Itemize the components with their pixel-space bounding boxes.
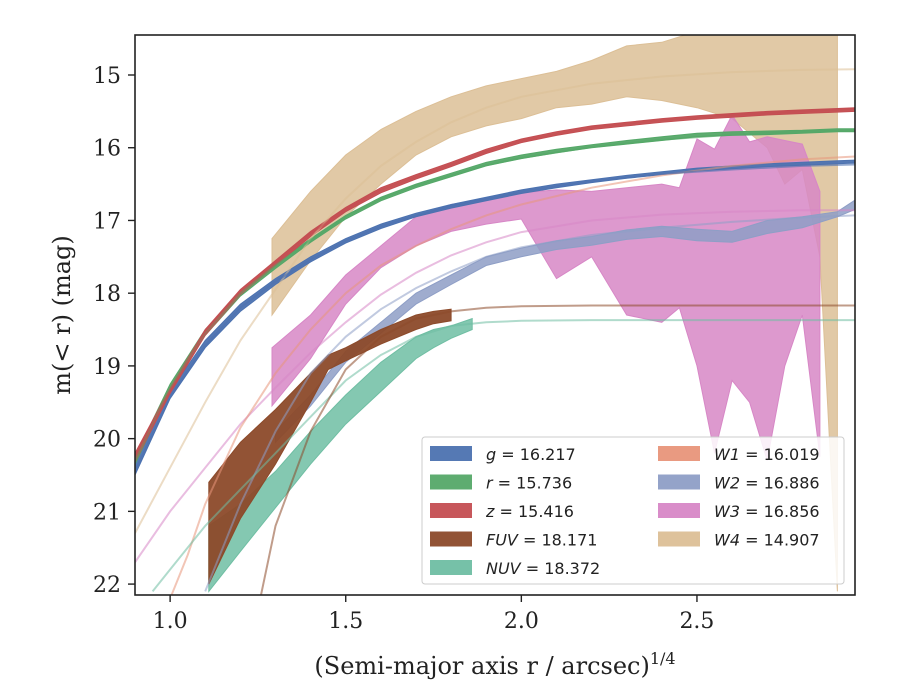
x-tick-label: 2.0: [504, 609, 539, 634]
y-tick-label: 22: [93, 573, 121, 598]
y-axis-ticks: 15 16 17 18 19 20 21 22: [93, 64, 135, 598]
r-band: [135, 128, 855, 465]
legend: g = 16.217 r = 15.736 z = 15.416 FUV = 18.1…: [421, 436, 845, 585]
w3-model-curve: [135, 209, 855, 563]
nuv-band: [208, 317, 473, 593]
z-band: [135, 107, 855, 463]
x-axis-label-superscript: 1/4: [650, 649, 676, 668]
legend-label-r: r = 15.736: [486, 474, 572, 493]
legend-swatch-r: [430, 474, 472, 490]
y-tick-label: 15: [93, 64, 121, 89]
legend-swatch-fuv: [430, 531, 472, 547]
legend-frame: [421, 436, 845, 585]
legend-swatch-g: [430, 446, 472, 461]
x-tick-label: 1.5: [328, 609, 363, 634]
y-tick-label: 18: [93, 282, 121, 307]
legend-swatch-w1: [658, 446, 700, 461]
y-tick-label: 17: [93, 209, 121, 234]
legend-label-nuv: NUV = 18.372: [486, 559, 600, 578]
z-model-curve: [135, 108, 855, 458]
x-axis-label: (Semi-major axis r / arcsec)1/4: [314, 649, 675, 680]
g-band: [135, 159, 855, 476]
legend-label-fuv: FUV = 18.171: [486, 531, 597, 550]
w2-model-curve: [204, 214, 855, 592]
x-axis-ticks: 1.0 1.5 2.0 2.5: [153, 595, 714, 634]
y-tick-label: 21: [93, 500, 121, 525]
model-curves: [135, 68, 855, 595]
w2-band: [275, 199, 855, 444]
legend-swatch-w2: [658, 474, 700, 490]
legend-label-w1: W1 = 16.019: [714, 445, 820, 464]
w4-band: [271, 35, 838, 592]
plot-frame: [134, 34, 856, 596]
x-tick-label: 2.5: [679, 609, 714, 634]
fuv-model-curve: [259, 304, 855, 595]
legend-label-w3: W3 = 16.856: [714, 502, 820, 521]
y-tick-label: 19: [93, 355, 121, 380]
legend-swatch-z: [430, 503, 472, 518]
y-tick-label: 16: [93, 137, 121, 162]
nuv-model-curve: [151, 319, 855, 593]
w4-model-curve: [135, 68, 855, 534]
legend-swatch-w4: [658, 531, 700, 547]
plot-area: [135, 35, 855, 595]
legend-label-w4: W4 = 14.907: [714, 531, 820, 550]
legend-swatch-nuv: [430, 560, 472, 575]
fuv-band: [208, 308, 452, 585]
legend-label-g: g = 16.217: [486, 445, 576, 464]
legend-label-w2: W2 = 16.886: [714, 474, 820, 493]
y-tick-label: 20: [93, 428, 121, 453]
legend-swatch-w3: [658, 503, 700, 518]
g-model-curve: [135, 163, 855, 472]
x-tick-label: 1.0: [153, 609, 188, 634]
legend-label-z: z = 15.416: [485, 502, 574, 521]
y-axis-label: m(< r) (mag): [48, 235, 76, 394]
